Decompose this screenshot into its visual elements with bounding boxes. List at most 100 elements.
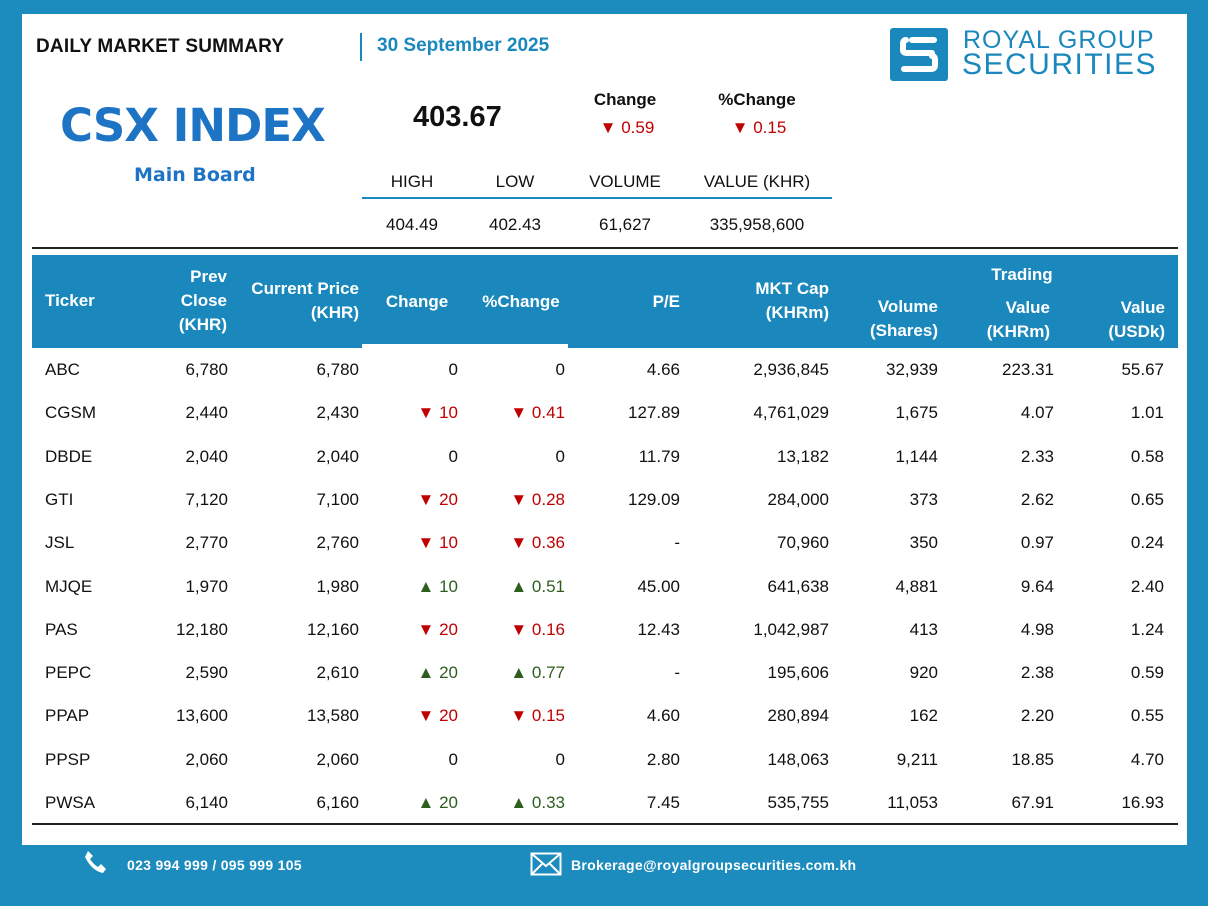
cell-prev: 2,440 bbox=[185, 403, 228, 423]
cell-pe: - bbox=[674, 533, 680, 553]
cell-pe: 129.09 bbox=[628, 489, 680, 509]
cell-chg: ▲ 20 bbox=[417, 793, 458, 812]
volume-value: 61,627 bbox=[599, 215, 651, 234]
cell-cur: 6,780 bbox=[316, 360, 359, 379]
cell-vol: 1,144 bbox=[895, 446, 938, 466]
cell-pct: 0 bbox=[555, 749, 565, 769]
cell-pe: 127.89 bbox=[628, 403, 680, 423]
cell-vusd: 0.59 bbox=[1130, 663, 1164, 683]
th-pe: P/E bbox=[652, 292, 680, 311]
table-row: JSL 2,770 2,760 ▼ 10 ▼ 0.36 - 70,960 350 0.97 0.2… bbox=[32, 521, 1178, 564]
cell-pct: ▲ 0.33 bbox=[510, 793, 565, 812]
th-trading: Trading bbox=[991, 265, 1053, 284]
volume-label: VOLUME bbox=[589, 172, 661, 191]
cell-pe: - bbox=[674, 663, 680, 683]
cell-vkhr: 2.20 bbox=[1020, 706, 1054, 726]
cell-vol: 350 bbox=[909, 533, 938, 553]
cell-pct: ▼ 0.41 bbox=[510, 403, 565, 423]
cell-vusd: 1.24 bbox=[1130, 619, 1164, 639]
cell-vkhr: 2.33 bbox=[1020, 446, 1054, 466]
cell-vol: 162 bbox=[909, 706, 938, 726]
summary-card bbox=[22, 14, 1187, 845]
low-label: LOW bbox=[495, 172, 535, 191]
cell-pct: ▲ 0.51 bbox=[510, 576, 565, 596]
report-date: 30 September 2025 bbox=[377, 35, 550, 56]
cell-cur: 2,430 bbox=[316, 403, 359, 423]
cell-prev: 6,780 bbox=[185, 360, 228, 379]
cell-ticker: GTI bbox=[45, 489, 74, 509]
cell-vusd: 0.65 bbox=[1130, 489, 1164, 509]
cell-pct: 0 bbox=[555, 360, 565, 379]
cell-ticker: CGSM bbox=[45, 403, 96, 423]
cell-cur: 2,610 bbox=[316, 663, 359, 683]
cell-prev: 2,770 bbox=[185, 533, 228, 553]
cell-prev: 2,590 bbox=[185, 663, 228, 683]
cell-cap: 1,042,987 bbox=[753, 619, 829, 639]
cell-vusd: 16.93 bbox=[1121, 793, 1164, 812]
th-value-usd: Value (USDk) bbox=[1108, 298, 1165, 341]
cell-prev: 13,600 bbox=[176, 706, 228, 726]
footer-email: Brokerage@royalgroupsecurities.com.kh bbox=[571, 857, 857, 873]
high-value: 404.49 bbox=[386, 215, 438, 234]
table-header: Ticker Prev Close (KHR) Current Price (K… bbox=[32, 255, 1178, 348]
cell-vkhr: 0.97 bbox=[1020, 533, 1054, 553]
table-row: PWSA 6,140 6,160 ▲ 20 ▲ 0.33 7.45 535,755 11,05… bbox=[32, 781, 1178, 824]
cell-vkhr: 2.62 bbox=[1020, 489, 1054, 509]
cell-cap: 280,894 bbox=[767, 706, 829, 726]
cell-pct: ▼ 0.36 bbox=[510, 533, 565, 553]
cell-ticker: ABC bbox=[45, 360, 80, 379]
cell-cap: 4,761,029 bbox=[753, 403, 829, 423]
cell-vusd: 0.55 bbox=[1130, 706, 1164, 726]
cell-pe: 4.66 bbox=[646, 360, 680, 379]
index-change-value: ▼ 0.59 bbox=[599, 118, 655, 137]
header-notch bbox=[362, 344, 568, 350]
cell-cap: 641,638 bbox=[767, 576, 829, 596]
report-title: DAILY MARKET SUMMARY bbox=[36, 36, 285, 57]
cell-cap: 70,960 bbox=[777, 533, 829, 553]
th-prev-close: Prev Close (KHR) bbox=[178, 267, 227, 334]
table-row: CGSM 2,440 2,430 ▼ 10 ▼ 0.41 127.89 4,761,029 1… bbox=[32, 391, 1178, 434]
th-ticker: Ticker bbox=[45, 291, 95, 310]
index-change-label: Change bbox=[593, 90, 657, 109]
cell-pe: 4.60 bbox=[646, 706, 680, 726]
cell-vusd: 55.67 bbox=[1121, 360, 1164, 379]
cell-chg: ▲ 10 bbox=[417, 576, 458, 596]
cell-chg: ▼ 20 bbox=[417, 489, 458, 509]
th-pct-change: %Change bbox=[482, 292, 560, 311]
cell-pe: 12.43 bbox=[637, 619, 680, 639]
high-label: HIGH bbox=[390, 172, 434, 191]
cell-pe: 45.00 bbox=[637, 576, 680, 596]
royal-group-logo-icon bbox=[890, 28, 948, 81]
cell-ticker: PPAP bbox=[45, 706, 90, 726]
cell-chg: ▲ 20 bbox=[417, 663, 458, 683]
cell-prev: 2,040 bbox=[185, 446, 228, 466]
cell-ticker: DBDE bbox=[45, 446, 93, 466]
low-value: 402.43 bbox=[489, 215, 541, 234]
cell-ticker: MJQE bbox=[45, 576, 93, 596]
th-change: Change bbox=[385, 292, 449, 311]
cell-vusd: 1.01 bbox=[1130, 403, 1164, 423]
cell-vol: 11,053 bbox=[887, 793, 938, 812]
section-divider bbox=[32, 247, 1178, 249]
value-label: VALUE (KHR) bbox=[703, 172, 811, 191]
header-divider bbox=[360, 33, 362, 61]
cell-vol: 9,211 bbox=[896, 749, 938, 769]
cell-cur: 12,160 bbox=[307, 619, 359, 639]
table-row: PPAP 13,600 13,580 ▼ 20 ▼ 0.15 4.60 280,894 162… bbox=[32, 694, 1178, 737]
cell-prev: 6,140 bbox=[185, 793, 228, 812]
cell-vol: 413 bbox=[909, 619, 938, 639]
index-pct-change-value: ▼ 0.15 bbox=[731, 118, 787, 137]
cell-cur: 2,060 bbox=[316, 749, 359, 769]
cell-ticker: PWSA bbox=[45, 793, 96, 812]
table-row: PAS 12,180 12,160 ▼ 20 ▼ 0.16 12.43 1,042,987 4… bbox=[32, 608, 1178, 651]
cell-vol: 32,939 bbox=[886, 360, 938, 379]
cell-cur: 2,760 bbox=[316, 533, 359, 553]
index-value: 403.67 bbox=[413, 101, 502, 133]
table-bottom-rule bbox=[32, 823, 1178, 825]
cell-vusd: 4.70 bbox=[1130, 749, 1164, 769]
cell-vol: 373 bbox=[909, 489, 938, 509]
cell-vkhr: 18.85 bbox=[1011, 749, 1054, 769]
cell-vkhr: 4.98 bbox=[1020, 619, 1054, 639]
cell-cap: 2,936,845 bbox=[753, 360, 829, 379]
cell-vkhr: 2.38 bbox=[1020, 663, 1054, 683]
